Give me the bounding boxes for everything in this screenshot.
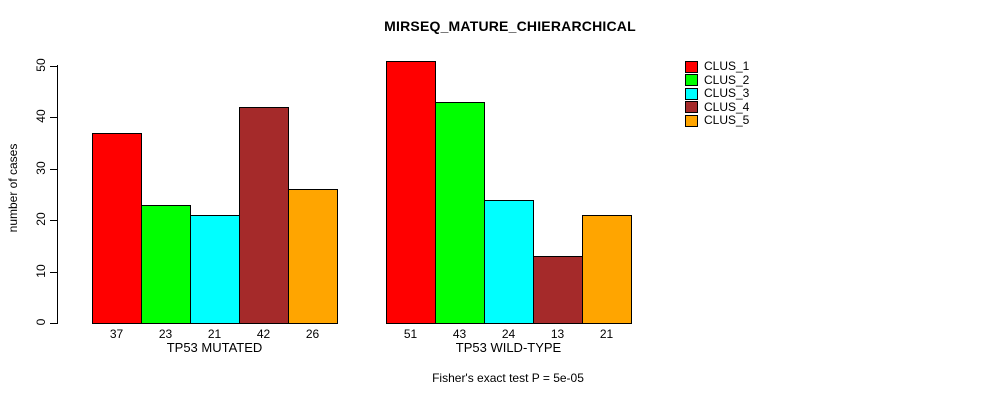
bar-value-label-tp53-wild-type-clus-2: 43 — [452, 327, 467, 341]
bar-tp53-wild-type-clus-5 — [582, 215, 632, 324]
bar-tp53-wild-type-clus-3 — [484, 200, 534, 324]
bar-value-label-tp53-wild-type-clus-5: 21 — [599, 327, 614, 341]
legend-swatch-clus-2 — [685, 74, 698, 87]
bar-tp53-mutated-clus-2 — [141, 205, 191, 324]
y-tick-40 — [50, 117, 57, 118]
legend: CLUS_1 CLUS_2 CLUS_3 CLUS_4 CLUS_5 — [685, 60, 749, 128]
y-tick-label-40: 40 — [34, 109, 48, 123]
y-tick-0 — [50, 323, 57, 324]
bar-tp53-wild-type-clus-2 — [435, 102, 485, 324]
bar-value-label-tp53-wild-type-clus-1: 51 — [403, 327, 418, 341]
legend-row-clus-2: CLUS_2 — [685, 72, 750, 88]
bar-tp53-mutated-clus-3 — [190, 215, 240, 324]
footnote: Fisher's exact test P = 5e-05 — [432, 371, 584, 385]
legend-row-clus-5: CLUS_5 — [685, 114, 749, 128]
bar-value-label-tp53-mutated-clus-3: 21 — [207, 327, 222, 341]
chart-title: MIRSEQ_MATURE_CHIERARCHICAL — [384, 18, 636, 34]
y-axis-label: number of cases — [6, 143, 20, 233]
legend-label-clus-1: CLUS_1 — [704, 59, 750, 74]
y-tick-30 — [50, 169, 57, 170]
bar-value-label-tp53-wild-type-clus-3: 24 — [501, 327, 516, 341]
y-tick-label-30: 30 — [34, 161, 48, 175]
bar-tp53-wild-type-clus-4 — [533, 256, 583, 324]
y-tick-label-50: 50 — [34, 58, 48, 72]
bar-tp53-mutated-clus-4 — [239, 107, 289, 324]
bar-tp53-wild-type-clus-1 — [386, 61, 436, 324]
y-tick-10 — [50, 272, 57, 273]
bar-value-label-tp53-mutated-clus-1: 37 — [109, 327, 124, 341]
legend-swatch-clus-1 — [685, 60, 698, 73]
group-label-tp53-mutated: TP53 MUTATED — [166, 340, 263, 355]
legend-swatch-clus-5 — [685, 114, 698, 127]
bar-value-label-tp53-wild-type-clus-4: 13 — [550, 327, 565, 341]
y-tick-label-10: 10 — [34, 264, 48, 278]
legend-row-clus-1: CLUS_1 — [685, 60, 749, 74]
legend-label-clus-5: CLUS_5 — [704, 113, 750, 128]
bar-tp53-mutated-clus-5 — [288, 189, 338, 324]
legend-label-clus-4: CLUS_4 — [704, 99, 750, 114]
legend-swatch-clus-4 — [685, 101, 698, 114]
bar-tp53-mutated-clus-1 — [92, 133, 142, 324]
bar-value-label-tp53-mutated-clus-2: 23 — [158, 327, 173, 341]
bar-value-label-tp53-mutated-clus-4: 42 — [256, 327, 271, 341]
y-tick-label-0: 0 — [34, 318, 48, 326]
y-tick-50 — [50, 66, 57, 67]
legend-label-clus-3: CLUS_3 — [704, 86, 750, 101]
y-tick-label-20: 20 — [34, 212, 48, 226]
y-axis-line — [57, 65, 58, 324]
legend-row-clus-4: CLUS_4 — [685, 99, 750, 115]
bar-value-label-tp53-mutated-clus-5: 26 — [305, 327, 320, 341]
legend-label-clus-2: CLUS_2 — [704, 72, 750, 87]
legend-swatch-clus-3 — [685, 87, 698, 100]
legend-row-clus-3: CLUS_3 — [685, 87, 749, 101]
group-label-tp53-wild-type: TP53 WILD-TYPE — [455, 340, 562, 355]
y-tick-20 — [50, 220, 57, 221]
